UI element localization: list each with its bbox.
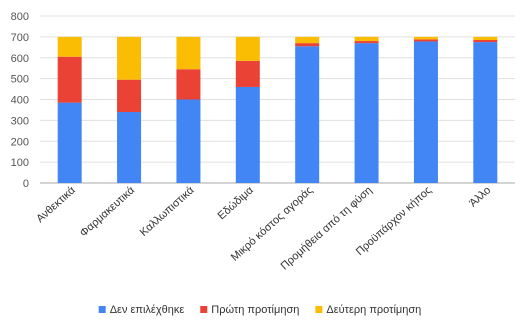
bar-segment [176,69,201,100]
bar-segment [473,42,498,183]
bar-segment [235,60,260,87]
legend-item: Δεύτερη προτίμηση [315,304,421,316]
legend-label: Δεύτερη προτίμηση [326,304,421,316]
category-label: Φαρμακευτικά [78,184,138,240]
y-tick-label: 600 [11,53,29,65]
bar-segment [235,86,260,183]
y-tick-label: 800 [11,11,29,23]
category-label: Καλλωπιστικά [138,184,197,239]
legend-item: Δεν επιλέχθηκε [98,304,185,316]
y-tick-label: 500 [11,74,29,86]
y-tick-label: 200 [11,136,29,148]
bar-segment [473,36,498,41]
bar-segment [413,41,438,183]
bar-segment [354,43,379,184]
bar-segment [354,36,379,42]
y-tick-label: 700 [11,32,29,44]
bar-segment [117,36,142,80]
y-tick-label: 400 [11,95,29,107]
category-label: Εδώδιμα [216,184,257,222]
gridlines [40,15,515,184]
category-label: Άλλο [467,184,493,209]
bars [57,36,498,184]
bar-segment [354,41,379,44]
bar-segment [57,102,82,183]
category-label: Ανθεκτικά [34,184,78,225]
y-axis-tick-labels: 0 100 200 300 400 500 600 700 800 [11,11,29,190]
bar-segment [295,46,320,183]
bar-segment [413,39,438,42]
bar-segment [57,56,82,103]
legend-label: Πρώτη προτίμηση [211,304,299,316]
x-axis-category-labels: Ανθεκτικά Φαρμακευτικά Καλλωπιστικά Εδώδιμα… [34,184,493,273]
bar-segment [117,112,142,183]
legend-item: Πρώτη προτίμηση [200,304,299,316]
bar-segment [57,36,82,57]
bar-segment [473,40,498,43]
y-tick-label: 100 [11,157,29,169]
legend-label: Δεν επιλέχθηκε [110,304,185,316]
legend-swatch [315,306,323,313]
bar-segment [176,99,201,183]
bar-segment [235,36,260,61]
bar-segment [176,36,201,70]
bar-segment [295,36,320,44]
y-tick-label: 0 [23,178,29,190]
legend-swatch [200,306,208,313]
bar-segment [295,43,320,47]
y-tick-label: 300 [11,115,29,127]
bar-segment [117,79,142,113]
legend-swatch [98,306,106,313]
legend: Δεν επιλέχθηκε Πρώτη προτίμηση Δεύτερη προ… [98,304,421,316]
bar-segment [413,36,438,40]
